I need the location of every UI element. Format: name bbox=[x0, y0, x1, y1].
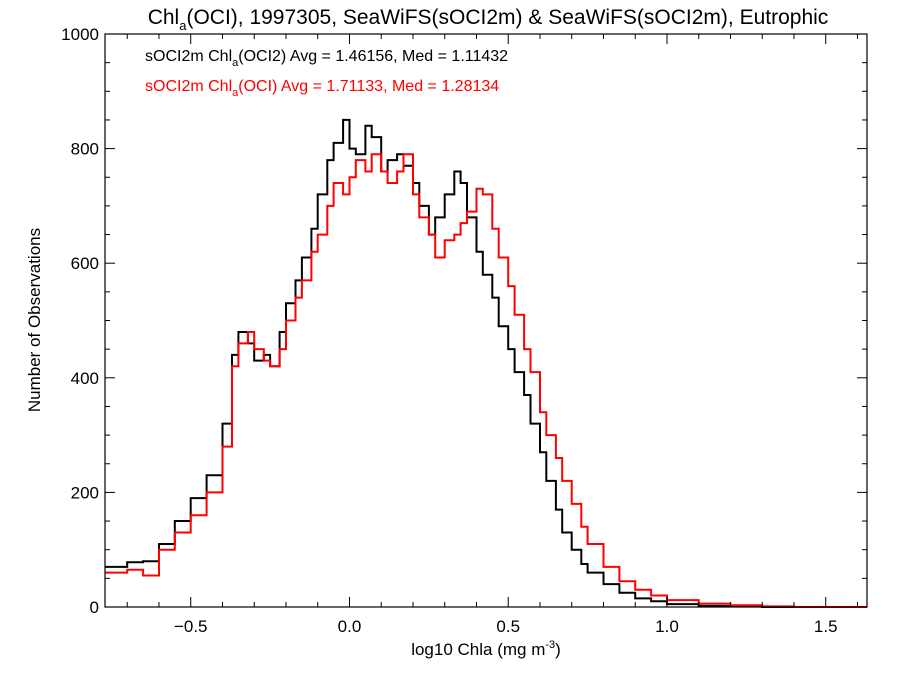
x-tick-label: 1.0 bbox=[655, 617, 679, 636]
plot-area: −0.5 0.0 0.5 1.0 1.5 0 200 400 600 800 1000 bbox=[61, 25, 868, 636]
y-tick-label: 800 bbox=[71, 140, 99, 159]
x-tick-label: −0.5 bbox=[174, 617, 208, 636]
x-tick-label: 0.5 bbox=[496, 617, 520, 636]
y-tick-label: 200 bbox=[71, 483, 99, 502]
x-tick-label: 1.5 bbox=[814, 617, 838, 636]
series-line-1 bbox=[105, 118, 867, 608]
series-layer bbox=[105, 118, 867, 608]
series-line-2 bbox=[105, 153, 867, 608]
chart-title: Chla(OCI), 1997305, SeaWiFS(sOCI2m) & Se… bbox=[148, 6, 829, 33]
y-tick-label: 0 bbox=[90, 598, 99, 617]
y-tick-label: 600 bbox=[71, 254, 99, 273]
y-tick-label: 1000 bbox=[61, 25, 99, 44]
axis-ticks bbox=[105, 33, 867, 608]
axis-tick-labels: −0.5 0.0 0.5 1.0 1.5 0 200 400 600 800 1000 bbox=[61, 25, 837, 636]
x-axis-title: log10 Chla (mg m-3) bbox=[411, 639, 561, 659]
legend: sOCI2m Chla(OCI2) Avg = 1.46156, Med = 1… bbox=[145, 48, 508, 99]
y-tick-label: 400 bbox=[71, 369, 99, 388]
legend-entry-series1: sOCI2m Chla(OCI2) Avg = 1.46156, Med = 1… bbox=[145, 48, 508, 69]
legend-entry-series2: sOCI2m Chla(OCI) Avg = 1.71133, Med = 1.… bbox=[145, 78, 499, 99]
y-axis-title: Number of Observations bbox=[25, 228, 44, 412]
x-tick-label: 0.0 bbox=[338, 617, 362, 636]
plot-frame bbox=[104, 33, 868, 608]
